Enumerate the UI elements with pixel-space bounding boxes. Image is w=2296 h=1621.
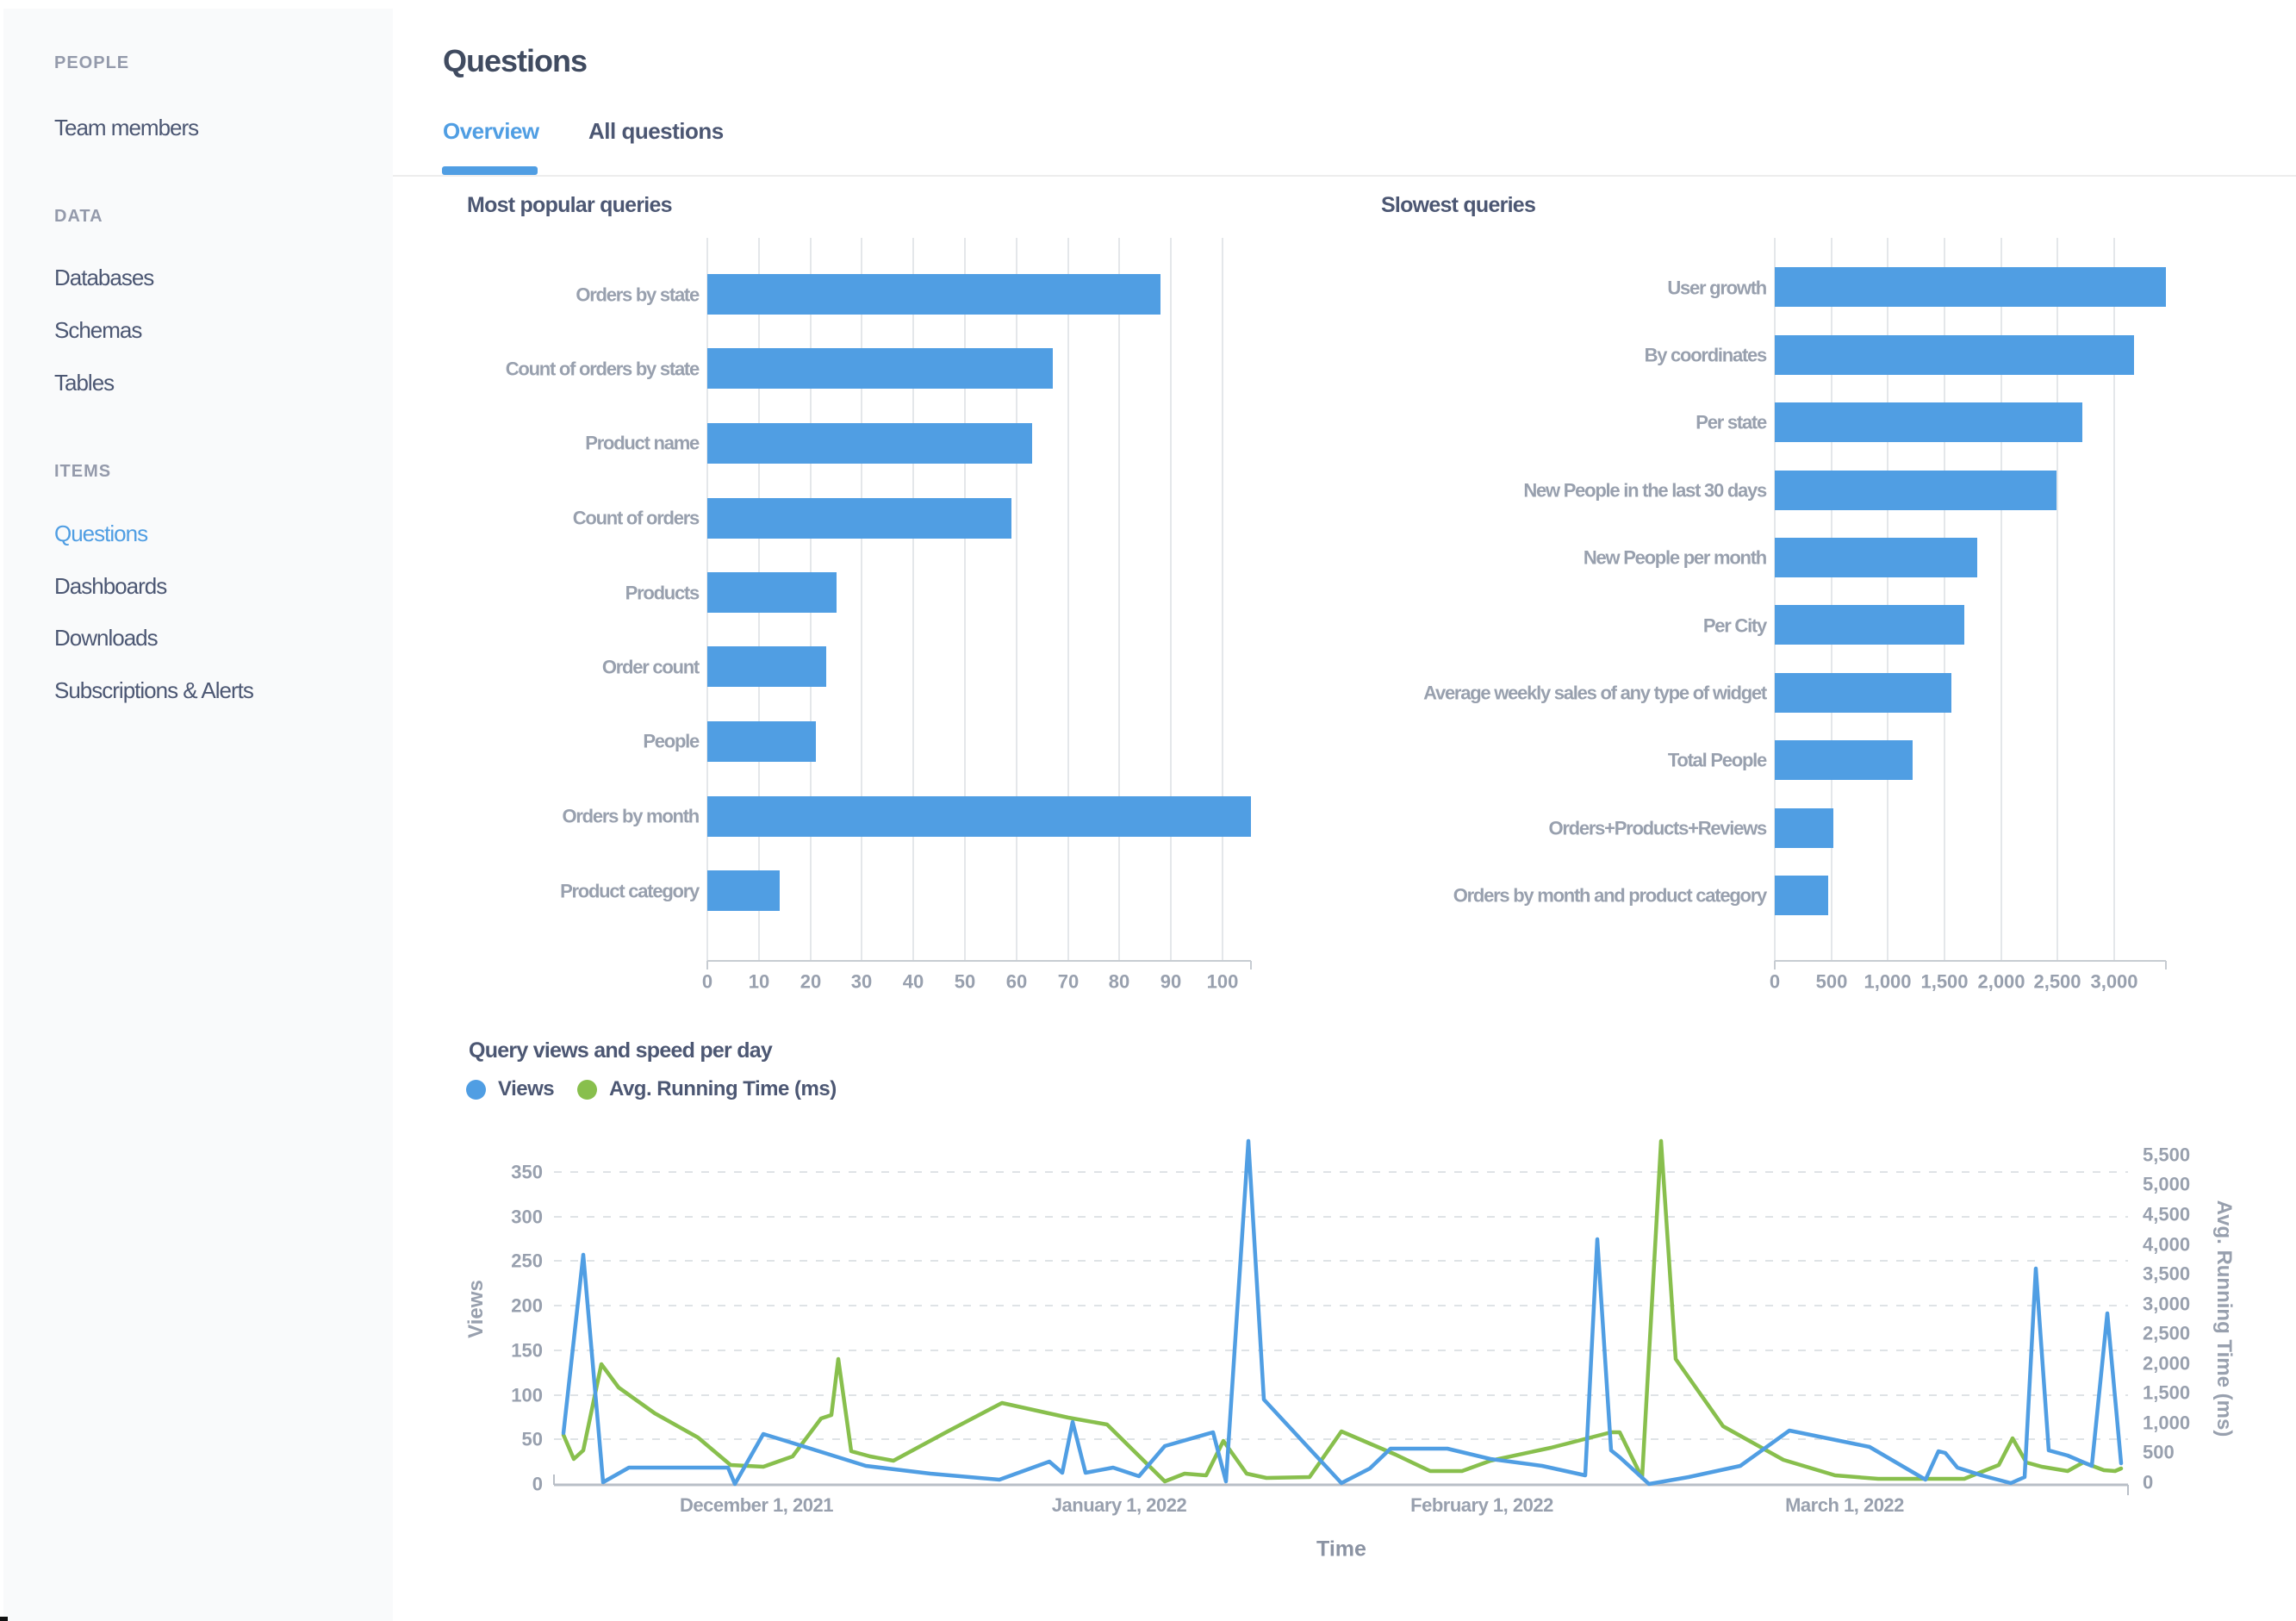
svg-text:300: 300 [511, 1206, 543, 1228]
svg-text:March 1, 2022: March 1, 2022 [1785, 1494, 1904, 1516]
svg-text:70: 70 [1058, 971, 1079, 993]
svg-text:Order count: Order count [602, 657, 700, 678]
svg-text:Views: Views [464, 1280, 488, 1338]
svg-text:Orders by state: Orders by state [576, 284, 700, 306]
svg-text:New People per month: New People per month [1584, 547, 1767, 569]
svg-text:2,500: 2,500 [2033, 971, 2081, 993]
svg-text:By coordinates: By coordinates [1645, 345, 1767, 366]
svg-text:1,500: 1,500 [1920, 971, 1968, 993]
svg-text:50: 50 [955, 971, 975, 993]
svg-text:500: 500 [1816, 971, 1848, 993]
svg-text:Avg. Running Time (ms): Avg. Running Time (ms) [2212, 1200, 2236, 1437]
svg-text:250: 250 [511, 1250, 543, 1272]
svg-text:1,500: 1,500 [2143, 1382, 2190, 1404]
svg-text:60: 60 [1006, 971, 1027, 993]
svg-text:0: 0 [702, 971, 712, 993]
svg-text:Products: Products [625, 583, 700, 604]
svg-text:0: 0 [1770, 971, 1780, 993]
svg-text:February 1, 2022: February 1, 2022 [1410, 1494, 1553, 1516]
svg-text:Orders+Products+Reviews: Orders+Products+Reviews [1549, 818, 1768, 839]
svg-text:1,000: 1,000 [2143, 1412, 2190, 1434]
svg-text:January 1, 2022: January 1, 2022 [1052, 1494, 1187, 1516]
svg-text:80: 80 [1109, 971, 1129, 993]
svg-text:5,500: 5,500 [2143, 1144, 2190, 1166]
svg-text:100: 100 [511, 1385, 543, 1406]
svg-text:People: People [643, 731, 700, 752]
svg-text:Per state: Per state [1696, 412, 1767, 433]
svg-text:0: 0 [2143, 1472, 2153, 1493]
svg-text:Orders by month: Orders by month [563, 806, 700, 827]
svg-text:3,500: 3,500 [2143, 1263, 2190, 1285]
svg-text:150: 150 [511, 1340, 543, 1362]
svg-text:90: 90 [1160, 971, 1181, 993]
svg-text:500: 500 [2143, 1442, 2175, 1463]
svg-text:December 1, 2021: December 1, 2021 [680, 1494, 833, 1516]
svg-text:Per City: Per City [1703, 615, 1768, 637]
svg-text:2,000: 2,000 [1977, 971, 2025, 993]
svg-text:Average weekly sales of any ty: Average weekly sales of any type of widg… [1423, 683, 1768, 704]
svg-text:Product category: Product category [560, 881, 700, 902]
svg-text:Count of orders: Count of orders [573, 508, 700, 529]
svg-text:Product name: Product name [585, 433, 700, 454]
svg-text:0: 0 [532, 1474, 543, 1495]
svg-text:2,000: 2,000 [2143, 1353, 2190, 1375]
svg-text:30: 30 [851, 971, 872, 993]
svg-text:350: 350 [511, 1162, 543, 1183]
svg-text:New People in the last 30 days: New People in the last 30 days [1523, 480, 1767, 502]
svg-text:2,500: 2,500 [2143, 1323, 2190, 1344]
svg-text:40: 40 [903, 971, 924, 993]
svg-text:Count of orders by state: Count of orders by state [506, 358, 700, 380]
svg-text:4,500: 4,500 [2143, 1204, 2190, 1225]
svg-text:User growth: User growth [1667, 277, 1766, 299]
svg-text:5,000: 5,000 [2143, 1174, 2190, 1195]
svg-text:50: 50 [522, 1429, 543, 1450]
svg-text:3,000: 3,000 [2090, 971, 2137, 993]
svg-text:10: 10 [749, 971, 769, 993]
svg-text:3,000: 3,000 [2143, 1294, 2190, 1315]
svg-text:100: 100 [1207, 971, 1239, 993]
svg-text:1,000: 1,000 [1864, 971, 1911, 993]
svg-text:200: 200 [511, 1295, 543, 1317]
svg-text:20: 20 [800, 971, 821, 993]
svg-text:Orders by month and product ca: Orders by month and product category [1453, 885, 1768, 907]
svg-text:Total People: Total People [1668, 750, 1767, 771]
svg-text:Time: Time [1316, 1537, 1366, 1562]
svg-text:4,000: 4,000 [2143, 1234, 2190, 1256]
